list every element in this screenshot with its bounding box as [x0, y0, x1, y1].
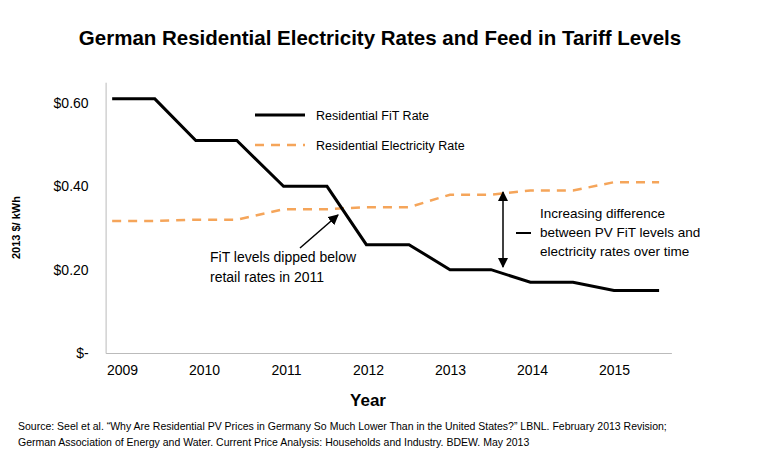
x-tick: 2011: [271, 353, 301, 378]
x-tick: 2013: [435, 353, 466, 378]
y-tick-label: $0.60: [54, 95, 89, 111]
y-axis-line: [106, 83, 107, 354]
title: German Residential Electricity Rates and…: [79, 26, 681, 49]
legend-swatch: [255, 144, 305, 147]
annotations: FiT levels dipped below retail rates in 2…: [210, 192, 700, 285]
x-axis-title: Year: [350, 391, 386, 410]
y-tick-label: $0.20: [54, 262, 89, 278]
legend-swatch: [255, 114, 305, 117]
x-tick-label: 2010: [189, 362, 220, 378]
annotation-text: retail rates in 2011: [210, 269, 324, 285]
legend-label: Residential Electricity Rate: [316, 139, 465, 153]
series-line: [112, 99, 659, 291]
annotation-text: between PV FiT levels and: [540, 225, 700, 240]
y-tick-label: $-: [76, 345, 89, 361]
annotation-text: electricity rates over time: [540, 244, 689, 259]
x-tick: 2012: [353, 353, 384, 378]
x-tick-label: 2009: [107, 362, 138, 378]
x-tick-label: 2012: [353, 362, 384, 378]
x-tick-label: 2011: [271, 362, 301, 378]
x-axis: 2009 2010 2011 2012 2013 2014 2015: [106, 353, 672, 378]
x-tick: 2009: [107, 353, 138, 378]
annotation-arrow: [502, 192, 504, 267]
y-tick: $0.20: [54, 262, 106, 278]
annotation-text: FiT levels dipped below: [210, 249, 357, 265]
y-tick: $-: [76, 345, 105, 361]
x-tick: 2010: [189, 353, 220, 378]
chart: German Residential Electricity Rates and…: [0, 0, 760, 469]
x-tick: 2015: [599, 353, 630, 378]
annotation-text: Increasing difference: [540, 206, 665, 221]
lines: [112, 99, 659, 291]
y-tick-label: $0.40: [54, 178, 89, 194]
y-tick: $0.40: [54, 178, 106, 194]
annotation-arrow: [300, 215, 338, 248]
source-note: Source: Seel et al. “Why Are Residential…: [18, 420, 667, 432]
y-tick: $0.60: [54, 95, 106, 111]
source-note: German Association of Energy and Water. …: [18, 436, 529, 448]
legend-label: Residential FiT Rate: [316, 109, 429, 123]
x-tick-label: 2013: [435, 362, 466, 378]
y-axis: $- $0.20 $0.40 $0.60: [54, 83, 107, 361]
x-tick-label: 2014: [517, 362, 548, 378]
x-tick: 2014: [517, 353, 548, 378]
y-axis-title: 2013 $/ kWh: [10, 196, 22, 259]
x-tick-label: 2015: [599, 362, 630, 378]
legend: Residential FiT Rate Residential Electric…: [255, 109, 465, 153]
annotation-connector: [516, 232, 531, 234]
x-axis-line: [106, 353, 672, 354]
